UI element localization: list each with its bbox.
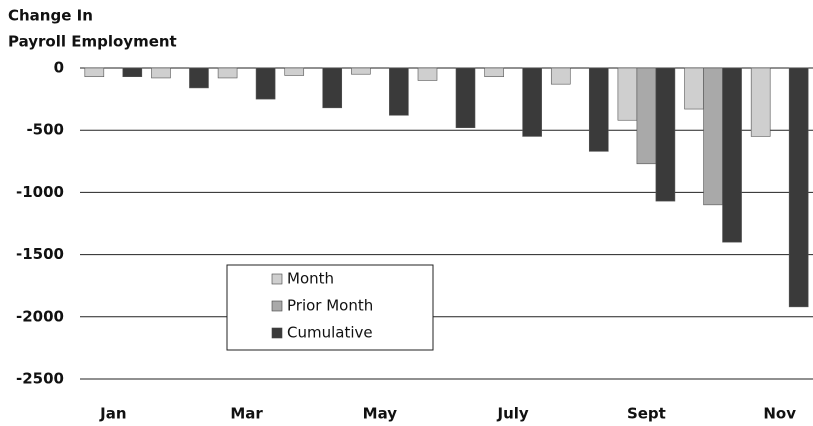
bar <box>750 67 771 137</box>
chart-title: Change In <box>8 7 93 25</box>
x-tick-label: Mar <box>230 405 263 423</box>
bar <box>455 67 476 129</box>
y-tick-label: -500 <box>26 121 64 139</box>
legend-swatch <box>271 273 283 285</box>
bar <box>655 67 676 202</box>
bar <box>550 67 571 85</box>
bar <box>322 67 343 109</box>
bar <box>284 67 305 76</box>
x-tick-label: Sept <box>627 405 666 423</box>
bar <box>522 67 542 137</box>
y-tick-label: -1500 <box>16 245 64 263</box>
x-tick-label: Jan <box>99 405 126 423</box>
legend-swatch <box>271 327 283 339</box>
legend-box <box>226 264 434 351</box>
bar <box>722 67 742 243</box>
bar <box>788 67 809 308</box>
legend-label: Cumulative <box>287 324 373 342</box>
bar <box>417 67 438 81</box>
bar <box>122 67 143 78</box>
bar <box>189 67 209 89</box>
bar <box>588 67 609 152</box>
bar <box>636 67 657 165</box>
bar <box>84 67 105 78</box>
legend-label: Month <box>287 270 334 288</box>
bar <box>684 67 704 110</box>
bar <box>351 67 371 75</box>
legend-label: Prior Month <box>287 297 373 315</box>
x-tick-label: Nov <box>763 405 796 423</box>
y-tick-label: -2000 <box>16 307 64 325</box>
x-tick-label: July <box>497 405 529 423</box>
bar <box>484 67 504 78</box>
bar <box>703 67 723 206</box>
y-tick-label: 0 <box>54 59 64 77</box>
x-tick-label: May <box>363 405 398 423</box>
chart-title: Payroll Employment <box>8 33 177 51</box>
y-tick-label: -2500 <box>16 370 64 388</box>
bar <box>617 67 638 121</box>
y-tick-label: -1000 <box>16 183 64 201</box>
bar <box>151 67 171 79</box>
bar <box>255 67 276 100</box>
bar <box>389 67 409 116</box>
legend-swatch <box>271 300 283 312</box>
bar <box>217 67 238 79</box>
